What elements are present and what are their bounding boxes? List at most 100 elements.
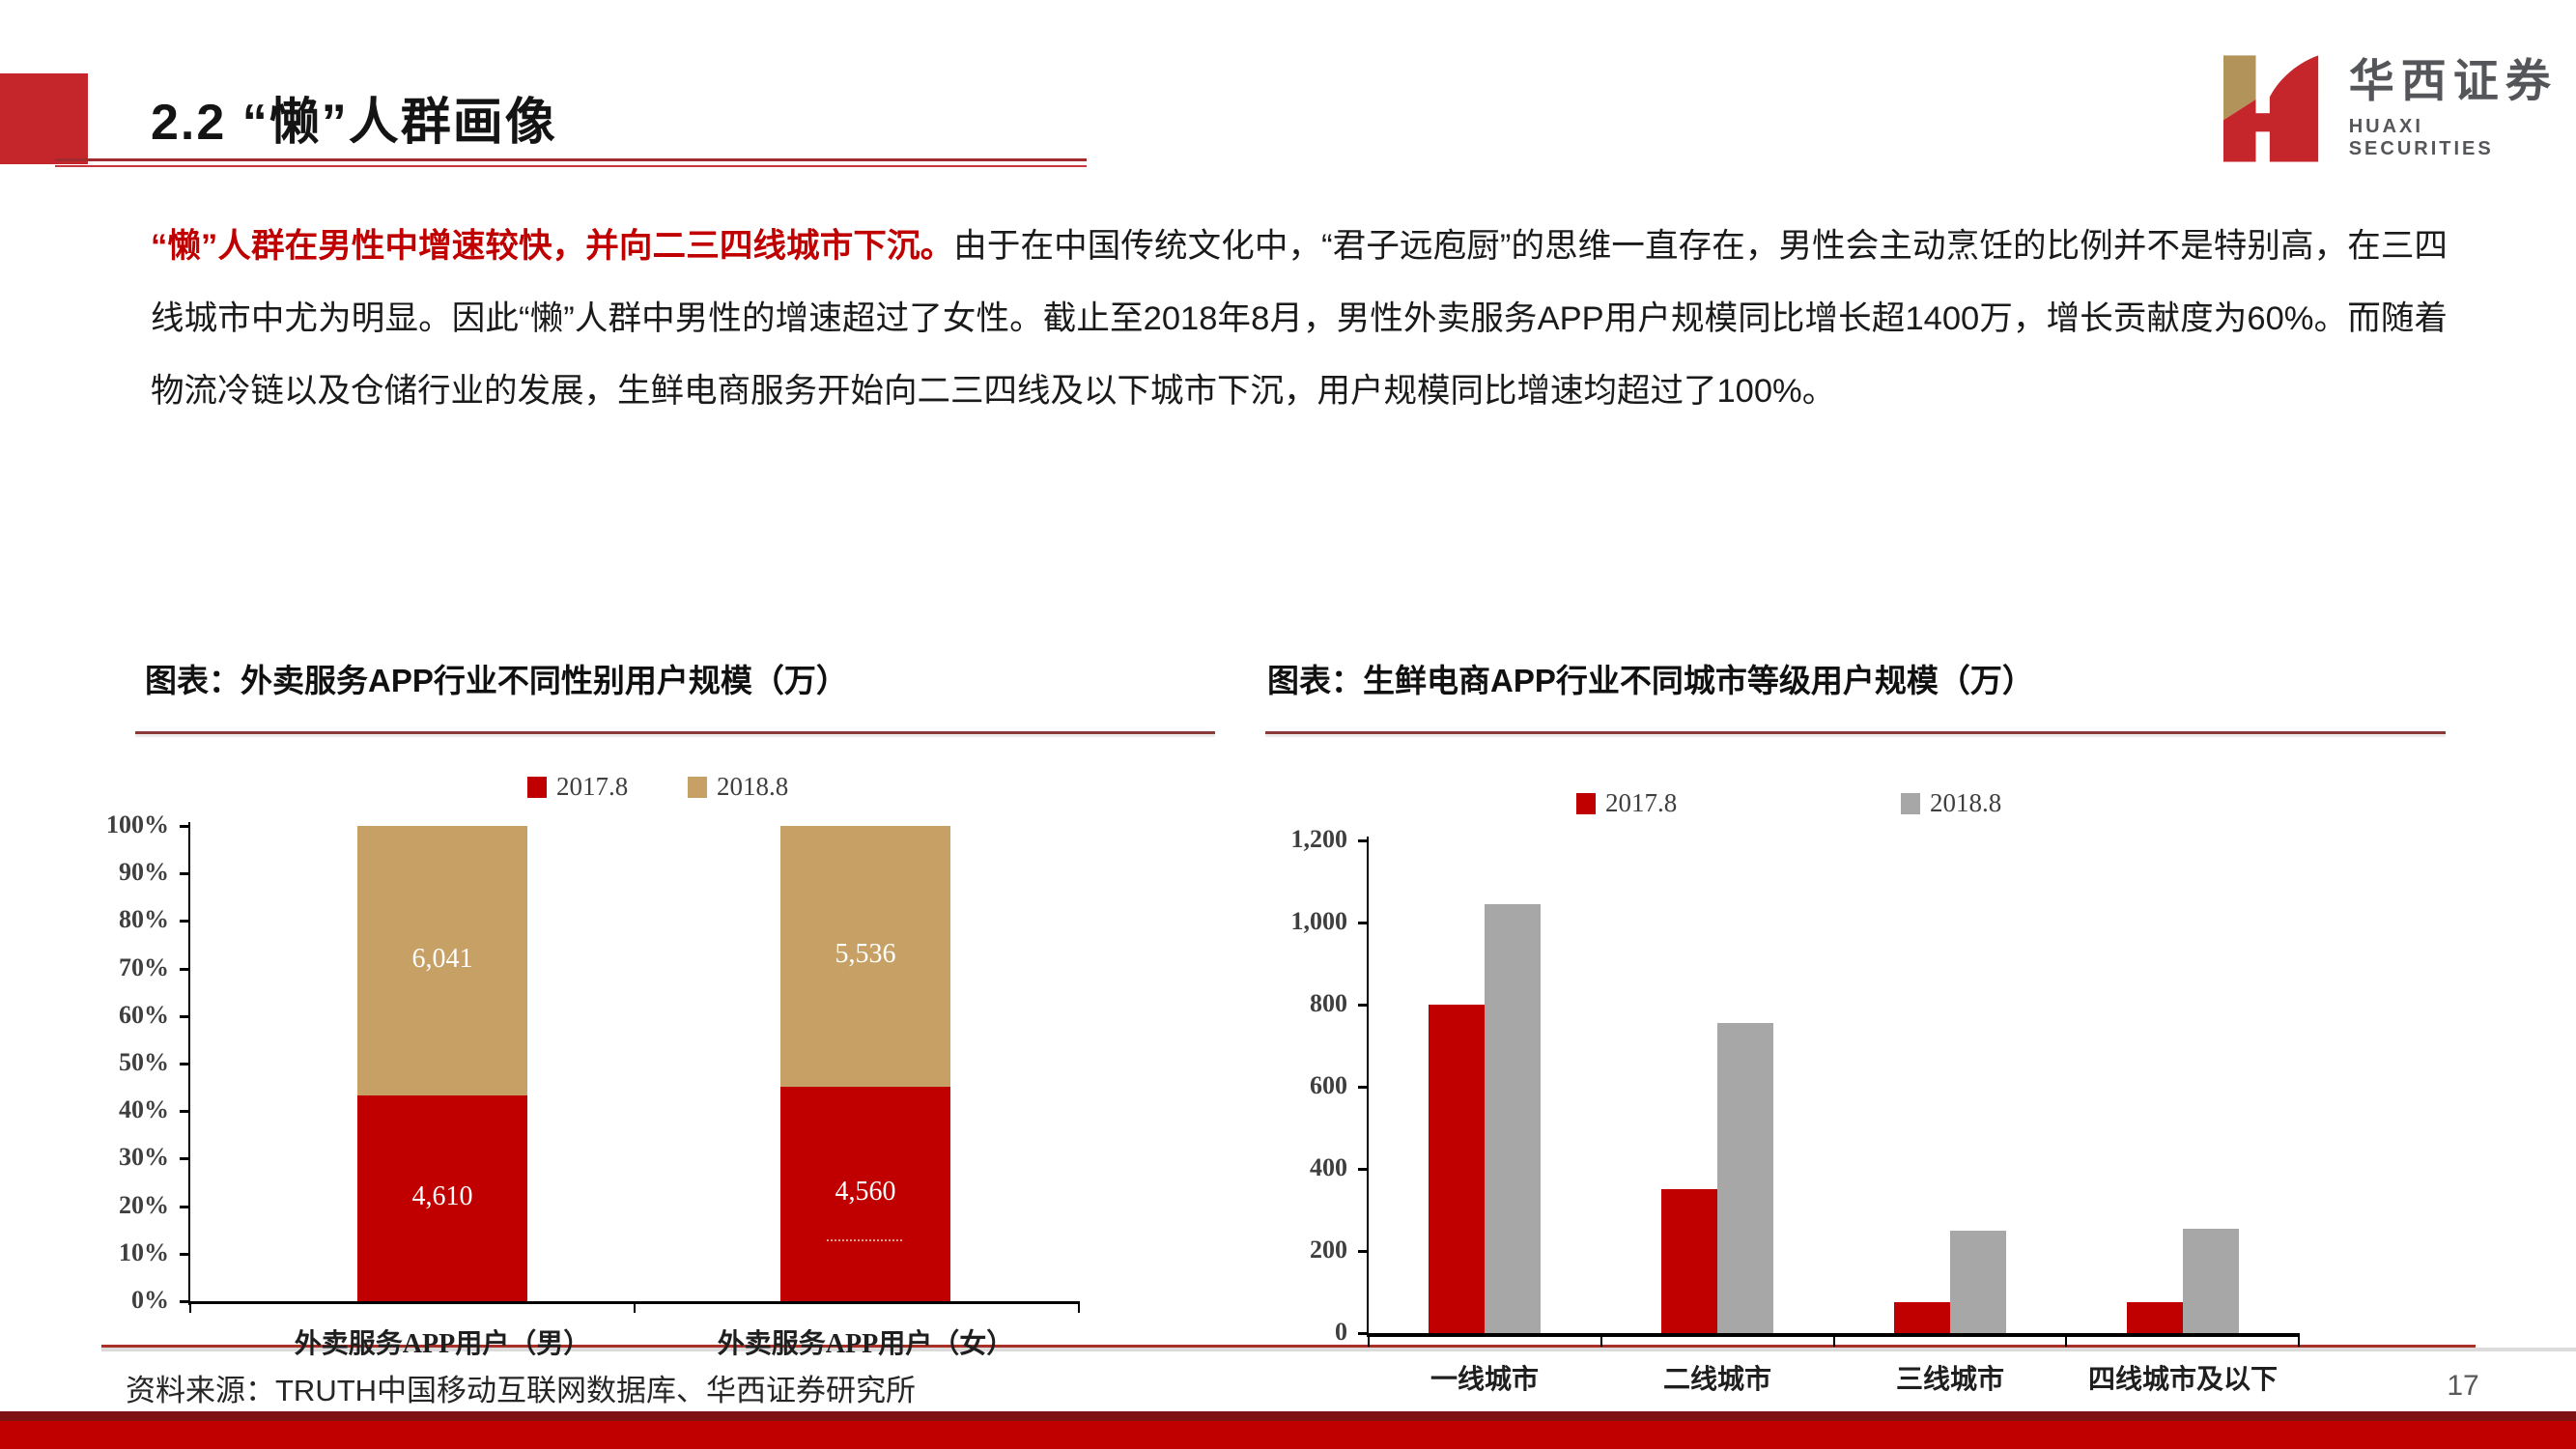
y-tick-mark (180, 1157, 188, 1161)
y-tick-label: 30% (119, 1143, 169, 1172)
y-tick-label: 90% (119, 858, 169, 887)
bar-2017 (1429, 1005, 1485, 1333)
category-label: 二线城市 (1662, 1365, 1771, 1395)
y-tick-mark (180, 872, 188, 876)
bar-2018 (1485, 903, 1541, 1333)
page-number: 17 (2447, 1370, 2479, 1402)
x-axis-tick (1078, 1301, 1080, 1313)
source-note: 资料来源：TRUTH中国移动互联网数据库、华西证券研究所 (126, 1374, 917, 1407)
page-title: 2.2 “懒”人群画像 (151, 95, 557, 151)
logo-en-name: HUAXI SECURITIES (2348, 115, 2494, 159)
bar-2018 (2183, 1228, 2239, 1333)
category-label: 四线城市及以下 (2087, 1365, 2278, 1395)
y-tick-label: 70% (119, 952, 169, 981)
bar-2017 (1661, 1189, 1717, 1333)
bar-2017 (1894, 1302, 1950, 1333)
summary-paragraph: “懒”人群在男性中增速较快，并向二三四线城市下沉。由于在中国传统文化中，“君子远… (151, 211, 2448, 428)
legend-label: 2018.8 (1930, 788, 2002, 817)
category-label: 三线城市 (1895, 1365, 2004, 1395)
chart-right-title-rule (1265, 731, 2446, 734)
chart-left-title: 图表：外卖服务APP行业不同性别用户规模（万） (145, 663, 848, 698)
leader-line (827, 1239, 902, 1241)
x-axis-tick (1599, 1333, 1602, 1347)
y-tick-mark (180, 967, 188, 971)
legend-item: 2017.8 (1576, 788, 1677, 818)
bottom-bar (0, 1421, 2576, 1449)
y-tick-mark (180, 920, 188, 923)
logo: 华西证券 HUAXI SECURITIES (2212, 48, 2576, 164)
y-tick-label: 0 (1335, 1318, 1347, 1346)
x-axis-tick (1832, 1333, 1835, 1347)
bar-segment-2017 (780, 1086, 950, 1301)
footer-rule (101, 1345, 2476, 1348)
bar-2018 (1950, 1230, 2006, 1333)
legend-swatch (688, 776, 707, 798)
y-tick-mark (1358, 1250, 1367, 1253)
legend-item: 2018.8 (1901, 788, 2001, 818)
bar-2018 (1717, 1023, 1773, 1333)
logo-cn-name: 华西证券 (2348, 57, 2558, 107)
y-tick-mark (180, 1063, 188, 1065)
bar-value-label: 4,560 (835, 1176, 896, 1207)
y-tick-mark (180, 1252, 188, 1256)
category-label: 外卖服务APP用户（女） (717, 1329, 1014, 1359)
y-tick-label: 10% (119, 1237, 169, 1266)
y-tick-label: 0% (131, 1286, 169, 1314)
legend-item: 2018.8 (688, 772, 788, 802)
bar-segment-2017 (357, 1095, 527, 1301)
x-axis-tick (2065, 1333, 2068, 1347)
y-tick-mark (180, 1300, 188, 1303)
legend-item: 2017.8 (527, 772, 628, 802)
y-tick-label: 40% (119, 1095, 169, 1124)
y-tick-mark (180, 1014, 188, 1018)
y-tick-mark (1358, 922, 1367, 924)
y-tick-mark (180, 825, 188, 828)
y-tick-label: 800 (1310, 989, 1347, 1017)
chart-right-title: 图表：生鲜电商APP行业不同城市等级用户规模（万） (1267, 663, 2034, 698)
title-rule (55, 158, 1087, 167)
legend-swatch (1576, 792, 1596, 814)
y-tick-mark (180, 1110, 188, 1114)
y-tick-mark (1358, 839, 1367, 842)
y-tick-label: 60% (119, 1000, 169, 1029)
huaxi-h-logo-icon (2222, 55, 2319, 162)
bottom-bar-dark-strip (0, 1411, 2576, 1421)
y-tick-mark (1358, 1332, 1367, 1335)
x-axis-tick (1368, 1333, 1370, 1347)
y-axis-line (188, 822, 190, 1305)
y-tick-label: 80% (119, 905, 169, 934)
bar-value-label: 4,610 (411, 1180, 473, 1211)
y-tick-label: 100% (106, 810, 169, 838)
summary-highlight: “懒”人群在男性中增速较快，并向二三四线城市下沉。 (151, 228, 954, 265)
legend-label: 2018.8 (717, 772, 789, 801)
y-tick-label: 600 (1310, 1071, 1347, 1099)
y-tick-mark (1358, 1168, 1367, 1171)
logo-text: 华西证券 HUAXI SECURITIES (2348, 57, 2576, 160)
y-tick-label: 50% (119, 1048, 169, 1076)
y-tick-mark (1358, 1086, 1367, 1089)
bar-value-label: 5,536 (835, 938, 896, 969)
y-tick-mark (180, 1205, 188, 1208)
x-axis-tick (2298, 1333, 2300, 1347)
bar-value-label: 6,041 (411, 943, 473, 974)
y-tick-label: 1,000 (1290, 907, 1348, 935)
y-tick-label: 200 (1310, 1236, 1347, 1264)
summary-body: 由于在中国传统文化中，“君子远庖厨”的思维一直存在，男性会主动烹饪的比例并不是特… (151, 228, 2448, 410)
chart-left-title-rule (135, 731, 1215, 734)
y-tick-label: 400 (1310, 1153, 1347, 1181)
legend-swatch (1901, 792, 1920, 814)
bar-segment-2018 (780, 826, 950, 1087)
title-accent-block (0, 73, 88, 164)
legend-label: 2017.8 (1605, 788, 1678, 817)
legend-swatch (527, 776, 547, 798)
x-axis-tick (634, 1301, 636, 1313)
x-axis-tick (189, 1301, 191, 1313)
category-label: 一线城市 (1430, 1365, 1539, 1395)
y-tick-label: 20% (119, 1190, 169, 1219)
bar-segment-2018 (357, 826, 527, 1096)
bar-2017 (2127, 1302, 2183, 1333)
category-label: 外卖服务APP用户（男） (294, 1329, 591, 1359)
footer-rule-shadow (101, 1348, 2576, 1351)
y-tick-mark (1358, 1004, 1367, 1007)
